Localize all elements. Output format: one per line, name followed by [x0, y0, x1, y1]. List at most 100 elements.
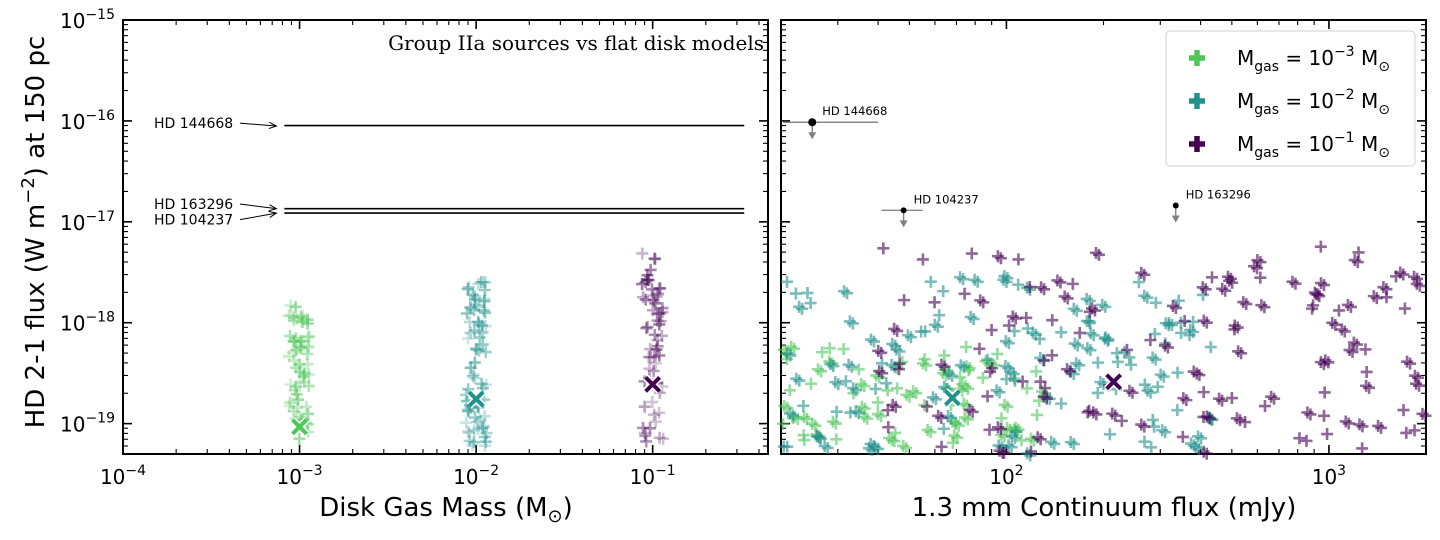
model-point: [1176, 430, 1189, 443]
model-point: [1258, 301, 1271, 314]
model-point: [889, 400, 902, 413]
legend: Mgas = 10−3 M⊙ Mgas = 10−2 M⊙ Mgas = 10−1 …: [1165, 30, 1416, 167]
x-tick-label: 10−4: [100, 463, 146, 489]
model-point: [1115, 414, 1128, 427]
model-point: [929, 393, 942, 406]
model-point: [1040, 392, 1053, 405]
model-point: [1009, 312, 1022, 325]
model-point: [993, 386, 1006, 399]
model-point: [288, 314, 301, 327]
model-point: [300, 400, 313, 413]
model-point: [651, 334, 664, 347]
model-point: [781, 401, 794, 414]
model-point: [468, 372, 481, 385]
model-point: [1046, 349, 1059, 362]
model-point: [644, 343, 657, 356]
model-point: [290, 361, 303, 374]
model-point: [1413, 279, 1426, 292]
model-point: [788, 342, 801, 355]
model-point: [1066, 277, 1079, 290]
model-point: [468, 411, 481, 424]
model-point: [1161, 341, 1174, 354]
model-point: [861, 412, 874, 425]
legend-label-1: Mgas = 10−2 M⊙: [1237, 87, 1390, 118]
model-point: [475, 276, 488, 289]
model-point: [1380, 283, 1393, 296]
model-point: [298, 366, 311, 379]
model-point: [472, 315, 485, 328]
model-point: [1342, 417, 1355, 430]
model-point: [1125, 358, 1138, 371]
model-point: [463, 426, 476, 439]
model-point: [464, 301, 477, 314]
model-point: [928, 296, 941, 309]
model-point: [937, 422, 950, 435]
x-tick-label: 103: [1312, 463, 1346, 489]
legend-marker-1: [1189, 93, 1205, 109]
model-point: [644, 351, 657, 364]
model-point: [289, 380, 302, 393]
model-point: [470, 343, 483, 356]
model-point: [466, 370, 479, 383]
legend-marker-2: [1189, 136, 1205, 152]
model-point: [1307, 299, 1320, 312]
model-point: [891, 382, 904, 395]
model-point: [1055, 326, 1068, 339]
model-point: [957, 273, 970, 286]
model-point: [938, 349, 951, 362]
model-point: [477, 276, 490, 289]
model-point: [1293, 432, 1306, 445]
model-point: [649, 357, 662, 370]
model-point: [1120, 343, 1133, 356]
model-point: [1183, 329, 1196, 342]
model-point: [1138, 435, 1151, 448]
model-point: [1007, 367, 1020, 380]
model-point: [965, 247, 978, 260]
model-point: [1138, 378, 1151, 391]
model-point: [1138, 420, 1151, 433]
model-point: [916, 253, 929, 266]
model-point: [1175, 326, 1188, 339]
model-point: [1055, 397, 1068, 410]
model-point: [892, 363, 905, 376]
model-point: [648, 252, 661, 265]
model-point: [652, 287, 665, 300]
model-point: [296, 334, 309, 347]
upper-limit-arrow-1: [899, 220, 908, 228]
model-point: [935, 440, 948, 453]
model-point: [973, 342, 986, 355]
model-point: [1419, 409, 1432, 422]
model-point: [858, 379, 871, 392]
model-point: [954, 371, 967, 384]
model-point: [1195, 432, 1208, 445]
model-point: [301, 358, 314, 371]
model-point: [1240, 298, 1253, 311]
model-point: [1048, 437, 1061, 450]
model-point: [290, 344, 303, 357]
model-point: [283, 399, 296, 412]
model-point: [830, 405, 843, 418]
model-point: [858, 402, 871, 415]
legend-label-0: Mgas = 10−3 M⊙: [1237, 44, 1390, 75]
model-point: [1235, 347, 1248, 360]
model-point: [1219, 284, 1232, 297]
model-point: [1144, 386, 1157, 399]
model-point: [1352, 246, 1365, 259]
model-point: [1061, 292, 1074, 305]
model-point: [468, 290, 481, 303]
model-point: [468, 293, 481, 306]
right-median-markers: [942, 372, 1124, 408]
model-point: [646, 304, 659, 317]
model-point: [649, 297, 662, 310]
model-point: [1148, 327, 1161, 340]
left-axis-ticks: 10−4 10−3 10−2 10−1 10−15 10−16 10−17 10−18 10−1…: [60, 7, 768, 489]
model-point: [1030, 408, 1043, 421]
model-point: [640, 322, 653, 335]
reference-arrowhead-1: [268, 204, 278, 212]
model-point: [893, 345, 906, 358]
model-point: [480, 378, 493, 391]
upper-limit-point-1: [900, 207, 907, 214]
model-point: [1311, 288, 1324, 301]
right-panel: 102 103 HD 144668 HD 104237 HD 163296 Mgas …: [777, 19, 1432, 523]
model-point: [293, 432, 306, 445]
